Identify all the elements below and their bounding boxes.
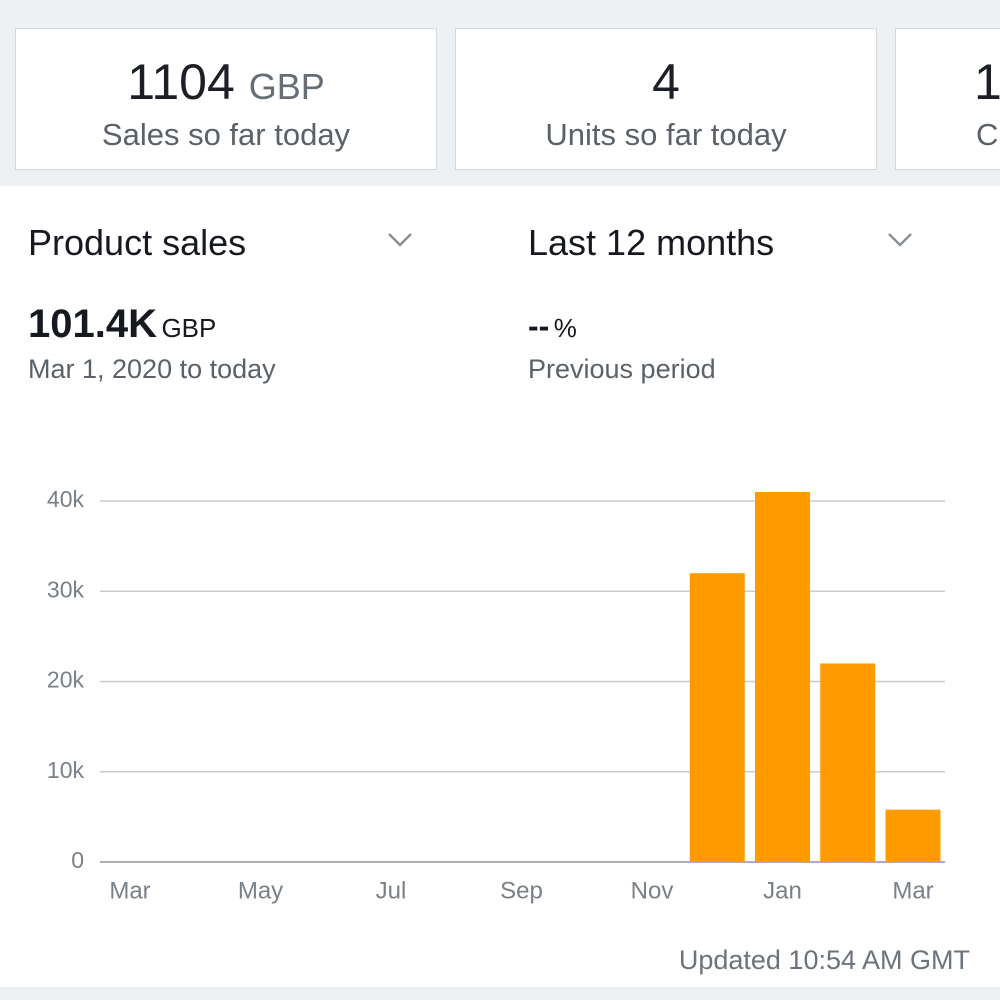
y-tick-label: 30k bbox=[47, 576, 85, 602]
card-value: 1 bbox=[974, 54, 1000, 110]
y-tick-label: 0 bbox=[71, 847, 84, 873]
change-value: -- bbox=[528, 308, 550, 344]
card-label: C bbox=[976, 117, 999, 152]
x-tick-label: Sep bbox=[500, 877, 543, 904]
card-value: 4 bbox=[652, 54, 680, 110]
y-tick-label: 40k bbox=[47, 486, 85, 512]
chevron bbox=[388, 233, 412, 247]
x-tick-label: Mar bbox=[892, 877, 933, 904]
chevron bbox=[888, 233, 912, 247]
metric-card[interactable]: 4 Units so far today bbox=[455, 28, 877, 170]
bar bbox=[755, 492, 810, 862]
card-number: 1104 bbox=[127, 54, 235, 110]
y-tick-label: 20k bbox=[47, 667, 85, 693]
metric-dropdown[interactable]: Product sales bbox=[28, 222, 247, 263]
bar bbox=[689, 573, 745, 862]
card-label: Units so far today bbox=[545, 117, 787, 152]
comparison-label: Previous period bbox=[528, 354, 716, 384]
x-tick-label: Mar bbox=[109, 877, 150, 904]
card-unit: GBP bbox=[248, 66, 325, 107]
summary-change: -- % bbox=[528, 308, 577, 345]
x-tick-label: May bbox=[238, 877, 283, 904]
footer-band bbox=[0, 987, 1000, 1000]
change-unit: % bbox=[553, 313, 577, 343]
x-tick-label: Jan bbox=[763, 877, 802, 904]
bar bbox=[820, 663, 876, 862]
total-value: 101.4K bbox=[28, 302, 157, 346]
card-label: Sales so far today bbox=[101, 117, 351, 152]
x-tick-label: Nov bbox=[631, 877, 674, 904]
y-tick-label: 10k bbox=[47, 757, 85, 783]
period-dropdown[interactable]: Last 12 months bbox=[528, 222, 775, 263]
updated-time: Updated 10:54 AM GMT bbox=[678, 945, 970, 975]
metric-card[interactable]: 1 C bbox=[895, 28, 1000, 170]
summary-total: 101.4K GBP bbox=[28, 302, 216, 347]
metric-card[interactable]: 1104 GBP Sales so far today bbox=[15, 28, 437, 170]
bar bbox=[885, 809, 941, 862]
date-range: Mar 1, 2020 to today bbox=[28, 354, 276, 384]
total-unit: GBP bbox=[161, 313, 217, 343]
card-value: 1104 GBP bbox=[16, 53, 436, 111]
x-tick-label: Jul bbox=[376, 877, 407, 904]
